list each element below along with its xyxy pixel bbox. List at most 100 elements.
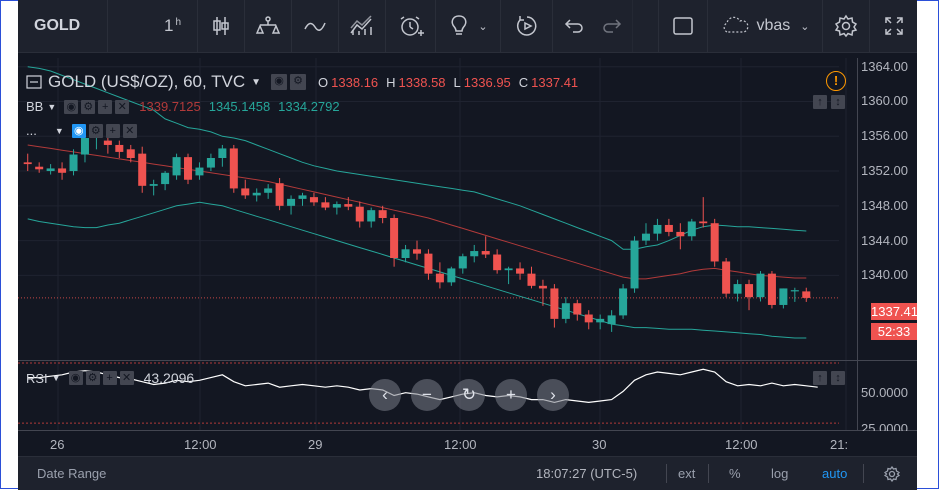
rsi-legend[interactable]: RSI ▼ ◉ ⚙ + ✕ 43.2096: [26, 370, 194, 386]
time-axis-tick: 12:00: [444, 437, 477, 452]
rsi-remove-icon[interactable]: ✕: [119, 371, 134, 385]
log-toggle[interactable]: log: [771, 457, 788, 490]
candle-body: [424, 253, 433, 274]
zoom-in-button[interactable]: +: [495, 379, 527, 411]
candle-body: [46, 168, 55, 172]
percent-toggle[interactable]: %: [729, 457, 741, 490]
hidden-indicator-legend[interactable]: ... ▼ ◉ ⚙ + ✕: [26, 123, 137, 138]
series-dropdown-icon[interactable]: ▼: [251, 76, 262, 88]
series-visibility-icon[interactable]: ◉: [271, 74, 288, 90]
candle-body: [767, 273, 776, 305]
candle-body: [802, 291, 811, 298]
date-range-button[interactable]: Date Range: [37, 457, 106, 490]
bb-upper-line: [27, 66, 807, 250]
symbol-search-button[interactable]: GOLD: [18, 0, 108, 52]
divider: [708, 464, 709, 483]
main-series-legend[interactable]: GOLD (US$/OZ), 60, TVC ▼ ◉ ⚙ O 1338.16 H…: [26, 72, 578, 92]
settings-button[interactable]: [823, 0, 870, 52]
clock-display[interactable]: 18:07:27 (UTC-5): [536, 457, 637, 490]
ext-toggle[interactable]: ext: [678, 457, 695, 490]
candle-body: [527, 273, 536, 286]
extra-remove-icon[interactable]: ✕: [122, 123, 137, 138]
scale-settings-button[interactable]: [884, 457, 900, 490]
candle-body: [699, 221, 708, 224]
extra-label[interactable]: ...: [26, 123, 37, 138]
rsi-axis-tick: 25.0000: [861, 421, 908, 431]
candle-body: [58, 168, 67, 173]
candle-body: [252, 192, 261, 196]
candle-body: [332, 204, 341, 208]
rsi-dropdown-icon[interactable]: ▼: [51, 373, 61, 383]
chevron-left-icon: ‹: [382, 385, 388, 404]
last-price-value: 1337.41: [871, 304, 918, 319]
compare-button[interactable]: [245, 0, 292, 52]
eye-icon[interactable]: ◉: [71, 123, 86, 138]
indicators-button[interactable]: [292, 0, 339, 52]
bb-label[interactable]: BB: [26, 99, 44, 114]
bb-legend[interactable]: BB ▼ ◉ ⚙ + ✕ 1339.7125 1345.1458 1334.27…: [26, 99, 340, 114]
candle-body: [367, 210, 376, 222]
bb-basis-line: [27, 144, 807, 280]
time-axis-tick: 30: [592, 437, 607, 452]
expand-icon: [884, 17, 903, 35]
rsi-visibility-icon[interactable]: ◉: [68, 371, 83, 385]
rsi-settings-icon[interactable]: ⚙: [85, 371, 100, 385]
candle-body: [309, 197, 318, 203]
price-axis-tick: 1344.00: [861, 232, 908, 248]
ideas-button[interactable]: ⌄: [436, 0, 501, 52]
candle-body: [481, 251, 490, 255]
main-series-title[interactable]: GOLD (US$/OZ), 60, TVC: [48, 72, 246, 91]
candle-body: [493, 254, 502, 271]
undo-icon: [564, 19, 583, 33]
interval-label: 1: [163, 16, 174, 35]
pane-up-icon[interactable]: ↑: [813, 95, 827, 109]
price-axis-tick: 1340.00: [861, 267, 908, 283]
pane-maximize-icon[interactable]: ↕: [831, 95, 845, 109]
time-axis-tick: 21:: [830, 437, 849, 452]
minus-icon: −: [422, 385, 432, 404]
rsi-label[interactable]: RSI: [26, 370, 48, 386]
bb-visibility-icon[interactable]: ◉: [64, 99, 79, 114]
auto-toggle[interactable]: auto: [822, 457, 847, 490]
collapse-legend-icon[interactable]: [26, 75, 42, 89]
extra-add-icon[interactable]: +: [105, 123, 120, 138]
zoom-out-button[interactable]: −: [411, 379, 443, 411]
replay-button[interactable]: [501, 0, 553, 52]
bb-remove-icon[interactable]: ✕: [115, 99, 130, 114]
candle-body: [676, 231, 685, 237]
interval-unit: h: [175, 16, 182, 28]
extra-settings-icon[interactable]: ⚙: [88, 123, 103, 138]
layout-button[interactable]: vbas ⌄: [708, 0, 823, 52]
templates-button[interactable]: [339, 0, 386, 52]
layout-name: vbas: [756, 17, 791, 34]
candle-body: [80, 138, 89, 155]
expand-button[interactable]: [870, 0, 917, 52]
warning-icon[interactable]: !: [826, 71, 846, 91]
fullscreen-frame-button[interactable]: [658, 0, 708, 52]
redo-button[interactable]: [593, 0, 633, 52]
rsi-add-icon[interactable]: +: [102, 371, 117, 385]
pane-separator: [18, 360, 917, 361]
rsi-pane-up-icon[interactable]: ↑: [813, 371, 827, 385]
reset-chart-button[interactable]: ↻: [453, 379, 485, 411]
scroll-right-button[interactable]: ›: [537, 379, 569, 411]
candle-body: [355, 206, 364, 222]
candle-style-button[interactable]: [198, 0, 245, 52]
candle-body: [561, 303, 570, 319]
candle-body: [298, 195, 307, 199]
price-axis-tick: 1356.00: [861, 128, 908, 144]
bb-settings-icon[interactable]: ⚙: [81, 99, 96, 114]
candle-body: [722, 261, 731, 294]
rsi-pane-maximize-icon[interactable]: ↕: [831, 371, 845, 385]
undo-button[interactable]: [553, 0, 593, 52]
candle-body: [275, 183, 284, 206]
extra-dropdown-icon[interactable]: ▼: [54, 125, 64, 136]
alert-button[interactable]: [386, 0, 436, 52]
series-settings-icon[interactable]: ⚙: [290, 74, 307, 90]
bb-add-icon[interactable]: +: [98, 99, 113, 114]
scroll-left-button[interactable]: ‹: [369, 379, 401, 411]
candle-body: [287, 198, 296, 206]
bb-dropdown-icon[interactable]: ▼: [47, 101, 57, 112]
